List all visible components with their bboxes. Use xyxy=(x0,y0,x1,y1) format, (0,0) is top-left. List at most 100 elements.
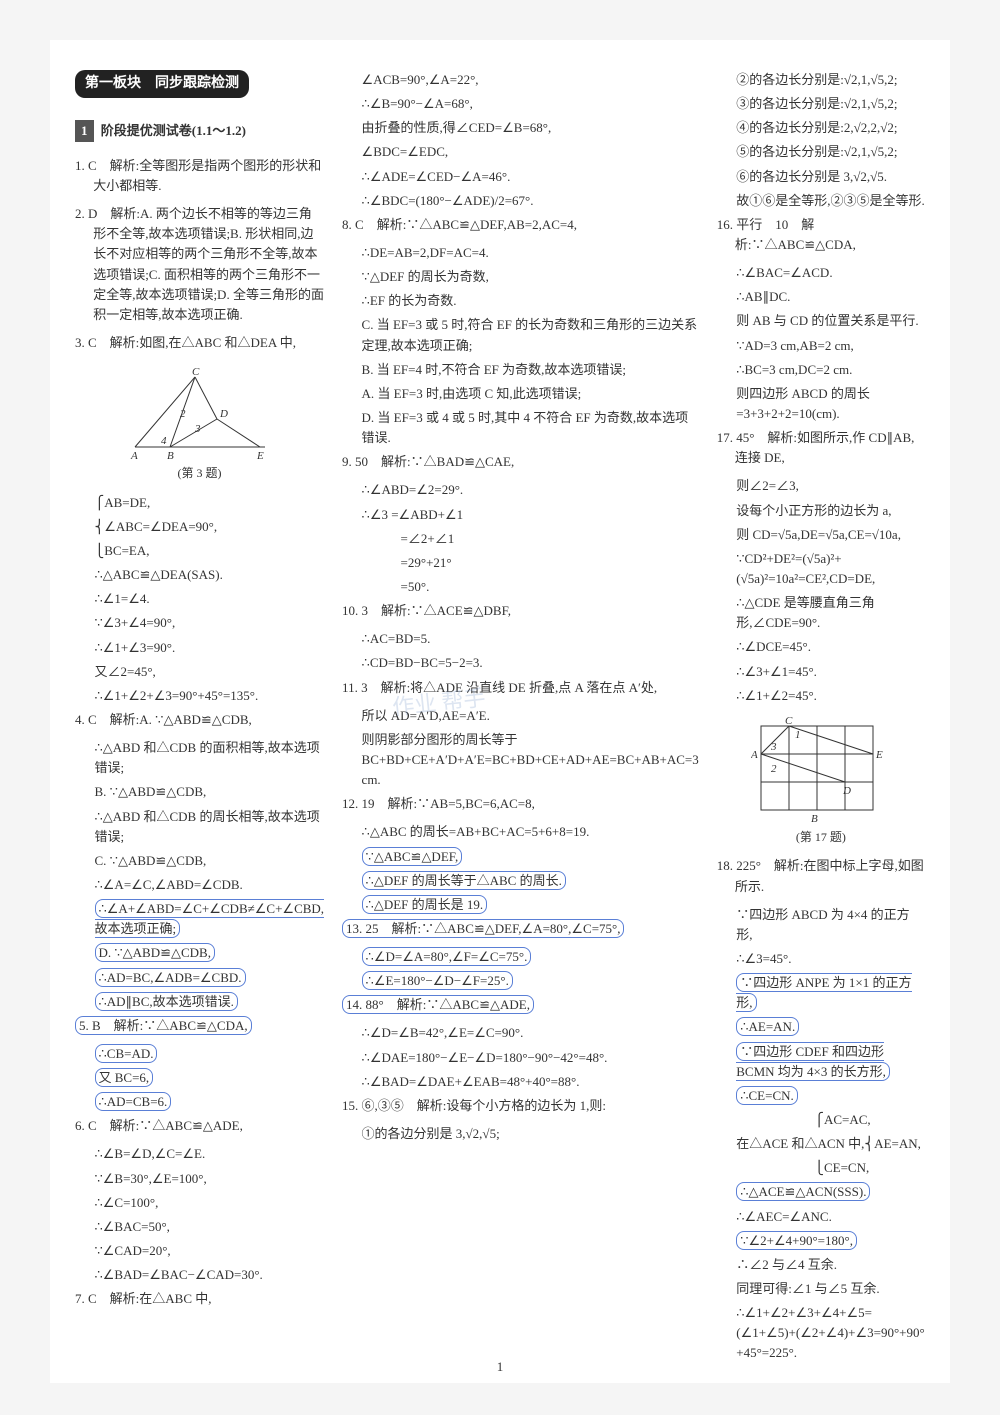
annot-q12-3: ∴△DEF 的周长等于△ABC 的周长. xyxy=(362,871,566,890)
svg-text:3: 3 xyxy=(194,423,201,435)
q13-0: 13. 25 解析:∵△ABC≌△DEF,∠A=80°,∠C=75°, xyxy=(342,919,699,939)
q8-5: B. 当 EF=4 时,不符合 EF 为奇数,故本选项错误; xyxy=(342,360,699,380)
svg-text:B: B xyxy=(811,813,818,825)
q8-7: D. 当 EF=3 或 4 或 5 时,其中 4 不符合 EF 为奇数,故本选项… xyxy=(342,408,699,448)
svg-text:C: C xyxy=(192,367,200,378)
q17-3: 则 CD=√5a,DE=√5a,CE=√10a, xyxy=(717,525,925,545)
annot-q5-0: 5. B 解析:∵△ABC≌△CDA, xyxy=(75,1016,252,1035)
q18-6: ∴CE=CN. xyxy=(717,1086,925,1106)
q8-0: 8. C 解析:∵△ABC≌△DEF,AB=2,AC=4, xyxy=(342,215,699,235)
svg-text:4: 4 xyxy=(161,435,167,447)
q8-6: A. 当 EF=3 时,由选项 C 知,此选项错误; xyxy=(342,384,699,404)
q6-5: ∵∠CAD=20°, xyxy=(75,1241,324,1261)
q17-1: 则∠2=∠3, xyxy=(717,476,925,496)
annot-q5-1: ∴CB=AD. xyxy=(95,1044,158,1063)
svg-text:1: 1 xyxy=(795,729,801,741)
q7b-1: ∴∠B=90°−∠A=68°, xyxy=(342,94,699,114)
q16-3: 则 AB 与 CD 的位置关系是平行. xyxy=(717,311,925,331)
q14-0: 14. 88° 解析:∵△ABC≌△ADE, xyxy=(342,995,699,1015)
q8-3: ∴EF 的长为奇数. xyxy=(342,291,699,311)
q11-0: 11. 3 解析:将△ADE 沿直线 DE 折叠,点 A 落在点 A′处, xyxy=(342,678,699,698)
q15b-3: ⑤的各边长分别是:√2,1,√5,2; xyxy=(717,142,925,162)
q17-6: ∴∠DCE=45°. xyxy=(717,637,925,657)
figure-3-caption: (第 3 题) xyxy=(125,464,275,483)
q10-2: ∴CD=BD−BC=5−2=3. xyxy=(342,653,699,673)
annot-q13-1: ∴∠D=∠A=80°,∠F=∠C=75°. xyxy=(362,947,532,966)
annot-q18-5: ∵四边形 CDEF 和四边形 BCMN 均为 4×3 的长方形, xyxy=(736,1042,890,1081)
svg-text:D: D xyxy=(219,408,228,420)
q18-1: ∵四边形 ABCD 为 4×4 的正方形, xyxy=(717,905,925,945)
q4-6: ∴∠A+∠ABD=∠C+∠CDB≠∠C+∠CBD,故本选项正确; xyxy=(75,899,324,939)
q17-4: ∵CD²+DE²=(√5a)²+(√5a)²=10a²=CE²,CD=DE, xyxy=(717,549,925,589)
q4-0: 4. C 解析:A. ∵△ABD≌△CDB, xyxy=(75,710,324,730)
figure-17-caption: (第 17 题) xyxy=(751,828,891,847)
q3-line-8: ∴∠1+∠2+∠3=90°+45°=135°. xyxy=(75,686,324,706)
figure-17: A C E D B 3 2 1 (第 17 题) xyxy=(751,716,891,847)
q10-1: ∴AC=BD=5. xyxy=(342,629,699,649)
q17-2: 设每个小正方形的边长为 a, xyxy=(717,501,925,521)
figure-17-svg: A C E D B 3 2 1 xyxy=(751,716,891,826)
q3-line-7: 又∠2=45°, xyxy=(75,662,324,682)
q3-head: 3. C 解析:如图,在△ABC 和△DEA 中, xyxy=(75,333,324,353)
q6-6: ∴∠BAD=∠BAC−∠CAD=30°. xyxy=(75,1265,324,1285)
svg-text:A: A xyxy=(130,450,138,462)
svg-text:3: 3 xyxy=(770,741,777,753)
q16-1: ∴∠BAC=∠ACD. xyxy=(717,263,925,283)
q2: 2. D 解析:A. 两个边长不相等的等边三角形不全等,故本选项错误;B. 形状… xyxy=(75,204,324,325)
q9-3: =∠2+∠1 xyxy=(342,529,699,549)
q10-0: 10. 3 解析:∵△ACE≌△DBF, xyxy=(342,601,699,621)
annot-q18-4: ∴AE=AN. xyxy=(736,1017,799,1036)
q18-9: ⎩CE=CN, xyxy=(717,1158,925,1178)
q9-4: =29°+21° xyxy=(342,553,699,573)
q3-line-1: ⎨∠ABC=∠DEA=90°, xyxy=(75,517,324,537)
q7b-4: ∴∠ADE=∠CED−∠A=46°. xyxy=(342,167,699,187)
svg-text:E: E xyxy=(875,749,883,761)
svg-text:2: 2 xyxy=(771,763,777,775)
annot-q13-2: ∴∠E=180°−∠D−∠F=25°. xyxy=(362,971,513,990)
q7b-3: ∠BDC=∠EDC, xyxy=(342,142,699,162)
q4-4: C. ∵△ABD≌△CDB, xyxy=(75,851,324,871)
annot-q4-7: D. ∵△ABD≌△CDB, xyxy=(95,943,215,962)
column-3: ②的各边长分别是:√2,1,√5,2; ③的各边长分别是:√2,1,√5,2; … xyxy=(717,70,925,1363)
q3-line-0: ⎧AB=DE, xyxy=(75,493,324,513)
q13-2: ∴∠E=180°−∠D−∠F=25°. xyxy=(342,971,699,991)
q17-0: 17. 45° 解析:如图所示,作 CD∥AB,连接 DE, xyxy=(717,428,925,468)
q13-1: ∴∠D=∠A=80°,∠F=∠C=75°. xyxy=(342,947,699,967)
q7b-0: ∠ACB=90°,∠A=22°, xyxy=(342,70,699,90)
svg-text:E: E xyxy=(256,450,264,462)
q12-1: ∴△ABC 的周长=AB+BC+AC=5+6+8=19. xyxy=(342,822,699,842)
q3-line-2: ⎩BC=EA, xyxy=(75,541,324,561)
q12-2: ∵△ABC≌△DEF, xyxy=(342,847,699,867)
q18-10: ∴△ACE≌△ACN(SSS). xyxy=(717,1182,925,1202)
q16-2: ∴AB∥DC. xyxy=(717,287,925,307)
figure-3-svg: A B E C D 2 3 4 xyxy=(125,367,275,462)
q9-0: 9. 50 解析:∵△BAD≌△CAE, xyxy=(342,452,699,472)
block-header-text: 第一板块 同步跟踪检测 xyxy=(75,70,249,98)
svg-text:B: B xyxy=(167,450,174,462)
annot-q12-4: ∴△DEF 的周长是 19. xyxy=(362,895,488,914)
q6-1: ∴∠B=∠D,∠C=∠E. xyxy=(75,1144,324,1164)
q12-3: ∴△DEF 的周长等于△ABC 的周长. xyxy=(342,871,699,891)
q17-7: ∴∠3+∠1=45°. xyxy=(717,662,925,682)
q8-2: ∵△DEF 的周长为奇数, xyxy=(342,267,699,287)
block-header: 第一板块 同步跟踪检测 xyxy=(75,70,324,108)
annot-q5-3: ∴AD=CB=6. xyxy=(95,1092,172,1111)
q4-8: ∴AD=BC,∠ADB=∠CBD. xyxy=(75,968,324,988)
q5-0: 5. B 解析:∵△ABC≌△CDA, xyxy=(75,1016,324,1036)
annot-q14-0: 14. 88° 解析:∵△ABC≌△ADE, xyxy=(342,995,534,1014)
q15b-2: ④的各边长分别是:2,√2,2,√2; xyxy=(717,118,925,138)
q4-9: ∴AD∥BC,故本选项错误. xyxy=(75,992,324,1012)
figure-3: A B E C D 2 3 4 (第 3 题) xyxy=(125,367,275,483)
page-number: 1 xyxy=(497,1359,504,1375)
annot-q18-10: ∴△ACE≌△ACN(SSS). xyxy=(736,1182,870,1201)
q16-5: ∴BC=3 cm,DC=2 cm. xyxy=(717,360,925,380)
q14-2: ∴∠DAE=180°−∠E−∠D=180°−90°−42°=48°. xyxy=(342,1048,699,1068)
q5-3: ∴AD=CB=6. xyxy=(75,1092,324,1112)
q3-line-3: ∴△ABC≌△DEA(SAS). xyxy=(75,565,324,585)
q16-0: 16. 平行 10 解析:∵△ABC≌△CDA, xyxy=(717,215,925,255)
q15-1: ①的各边分别是 3,√2,√5; xyxy=(342,1124,699,1144)
q15b-4: ⑥的各边长分别是 3,√2,√5. xyxy=(717,167,925,187)
q9-5: =50°. xyxy=(342,577,699,597)
q7b-2: 由折叠的性质,得∠CED=∠B=68°, xyxy=(342,118,699,138)
svg-text:D: D xyxy=(842,785,851,797)
